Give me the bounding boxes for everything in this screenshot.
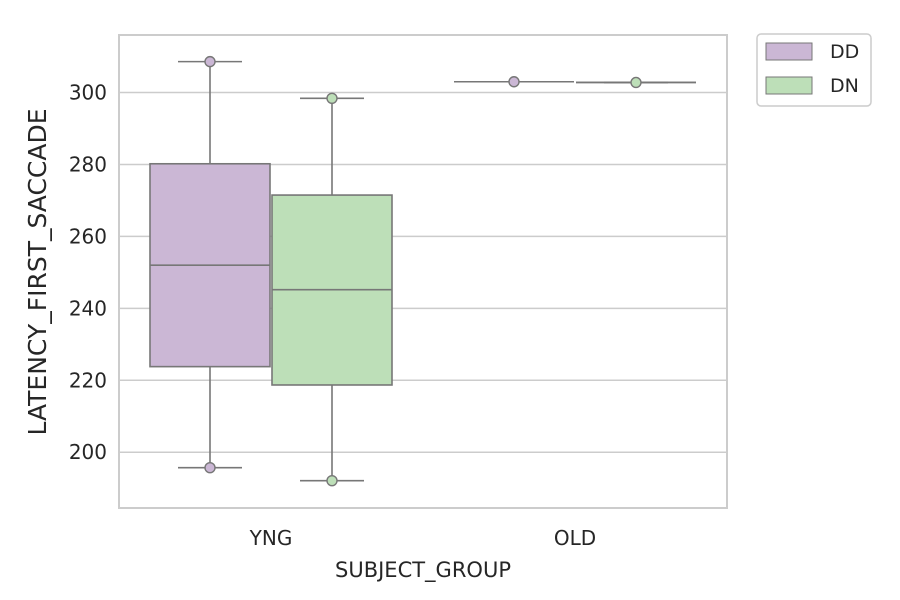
x-axis-label: SUBJECT_GROUP <box>335 558 511 583</box>
x-tick-label-yng: YNG <box>249 526 293 550</box>
outlier-point-dn-yng-0 <box>326 474 338 487</box>
y-tick-label-200: 200 <box>69 440 107 464</box>
legend-label-dn: DN <box>830 75 859 97</box>
y-tick-label-260: 260 <box>69 224 107 248</box>
legend-label-dd: DD <box>830 41 859 63</box>
y-axis-label: LATENCY_FIRST_SACCADE <box>23 108 52 435</box>
x-tick-labels: YNG OLD <box>249 526 596 550</box>
outlier-point-dn-yng-1 <box>326 92 338 105</box>
legend-swatch-dd <box>765 42 813 61</box>
outlier-point-dd-yng-1 <box>204 55 216 68</box>
x-tick-label-old: OLD <box>554 526 596 550</box>
box-dd-yng <box>149 55 271 474</box>
y-tick-label-300: 300 <box>69 81 107 105</box>
y-tick-label-280: 280 <box>69 152 107 176</box>
box-dn-old <box>576 76 696 89</box>
outlier-point-dn-old-0 <box>630 76 642 89</box>
y-tick-labels: 200 220 240 260 280 300 <box>69 81 107 465</box>
boxes-layer <box>149 55 696 487</box>
box-dd-old <box>454 76 574 88</box>
legend-swatch-dn <box>765 76 813 95</box>
outlier-point-dd-yng-0 <box>204 462 216 474</box>
outlier-point-dd-old-0 <box>508 76 520 88</box>
plot-frame <box>118 34 728 509</box>
box-dn-yng <box>271 92 393 487</box>
y-tick-label-220: 220 <box>69 368 107 392</box>
legend: DD DN <box>756 33 872 107</box>
y-tick-label-240: 240 <box>69 296 107 320</box>
